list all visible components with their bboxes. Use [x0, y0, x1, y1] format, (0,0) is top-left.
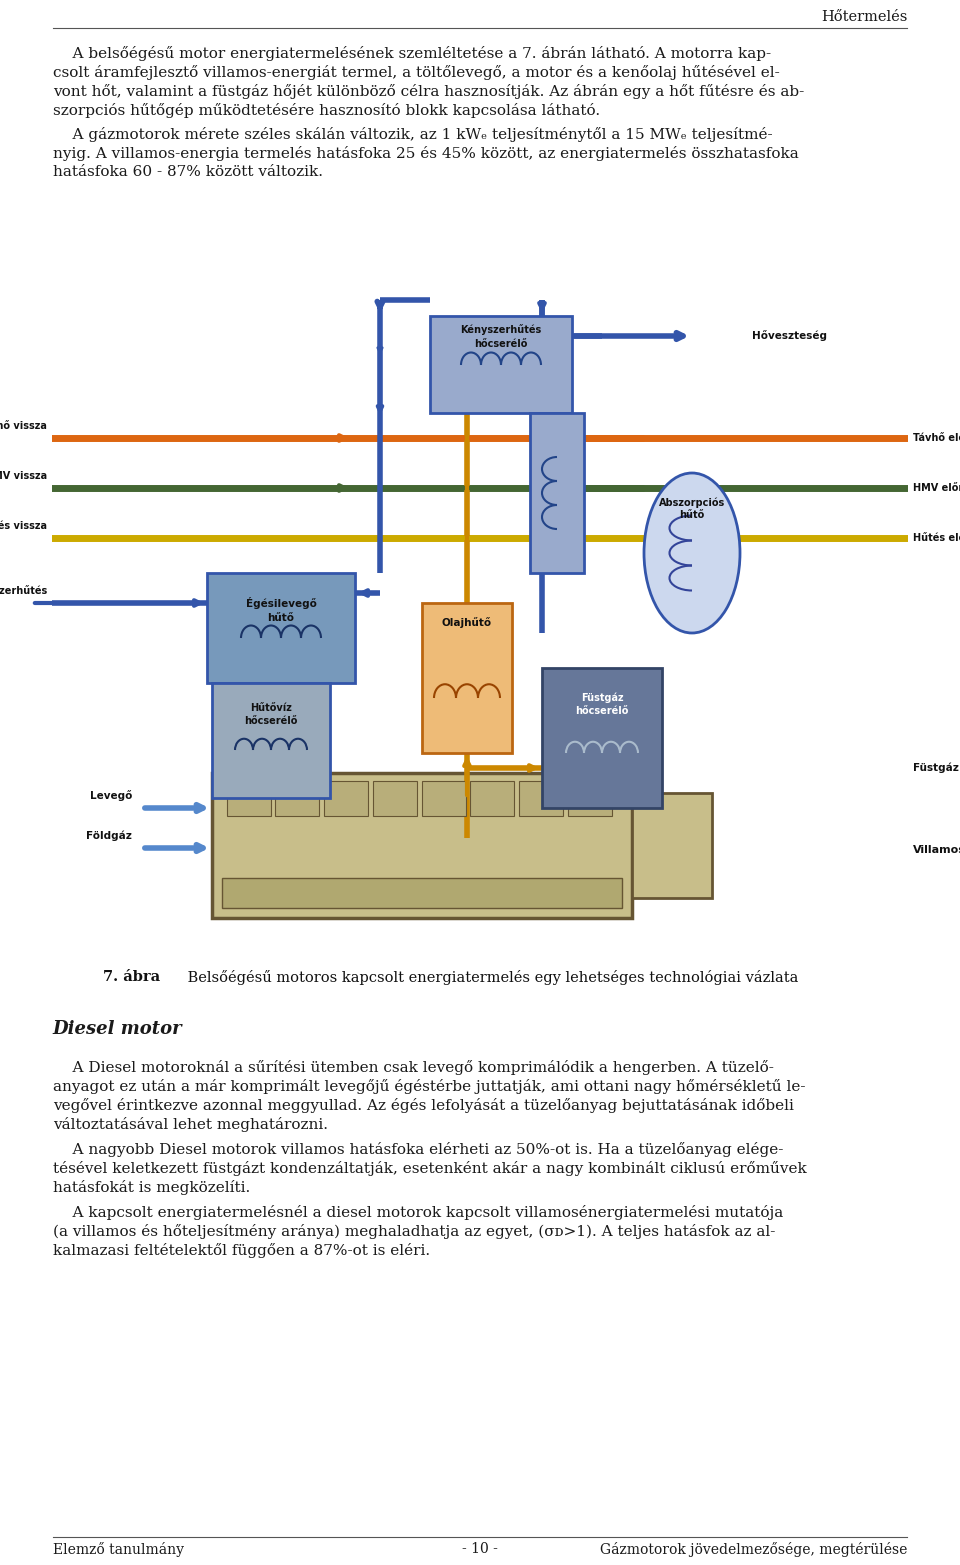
FancyBboxPatch shape [530, 413, 584, 573]
FancyBboxPatch shape [275, 781, 319, 815]
Text: Füstgáz: Füstgáz [581, 693, 623, 703]
Text: A Diesel motoroknál a sűrítési ütemben csak levegő komprimálódik a hengerben. A : A Diesel motoroknál a sűrítési ütemben c… [53, 1060, 774, 1075]
Text: Füstgáz: Füstgáz [913, 762, 959, 773]
Text: Égésilevegő: Égésilevegő [246, 596, 317, 609]
Text: vont hőt, valamint a füstgáz hőjét különböző célra hasznosítják. Az ábrán egy a : vont hőt, valamint a füstgáz hőjét külön… [53, 85, 804, 99]
Text: Hőveszteség: Hőveszteség [752, 330, 827, 341]
Text: csolt áramfejlesztő villamos-energiát termel, a töltőlevegő, a motor és a kenőol: csolt áramfejlesztő villamos-energiát te… [53, 66, 780, 80]
FancyBboxPatch shape [632, 793, 712, 898]
Text: nyig. A villamos-energia termelés hatásfoka 25 és 45% között, az energiatermelés: nyig. A villamos-energia termelés hatásf… [53, 146, 799, 161]
Text: hőcserélő: hőcserélő [474, 340, 528, 349]
FancyBboxPatch shape [324, 781, 368, 815]
Text: hűtő: hűtő [268, 613, 295, 623]
FancyBboxPatch shape [422, 781, 466, 815]
Text: hatásfokát is megközelíti.: hatásfokát is megközelíti. [53, 1180, 250, 1196]
Text: Hűtővíz: Hűtővíz [250, 703, 292, 714]
FancyBboxPatch shape [422, 603, 512, 753]
FancyBboxPatch shape [373, 781, 417, 815]
Text: 7. ábra: 7. ábra [103, 970, 160, 984]
Text: Hűtés előre (7°C): Hűtés előre (7°C) [913, 532, 960, 543]
Text: kalmazasi feltételektől függően a 87%-ot is eléri.: kalmazasi feltételektől függően a 87%-ot… [53, 1243, 430, 1258]
Text: Levegő: Levegő [89, 790, 132, 801]
Text: Diesel motor: Diesel motor [53, 1020, 182, 1038]
Text: hőcserélő: hőcserélő [575, 706, 629, 717]
Text: HMV előre (45°C): HMV előre (45°C) [913, 482, 960, 493]
Text: HMV vissza: HMV vissza [0, 471, 47, 480]
Text: A gázmotorok mérete széles skálán változik, az 1 kWₑ teljesítménytől a 15 MWₑ te: A gázmotorok mérete széles skálán változ… [53, 127, 773, 142]
FancyBboxPatch shape [222, 878, 622, 908]
FancyBboxPatch shape [207, 573, 355, 682]
Text: Kényszerhűtés: Kényszerhűtés [0, 585, 47, 596]
FancyBboxPatch shape [430, 316, 572, 413]
Text: Hűtés vissza: Hűtés vissza [0, 521, 47, 531]
FancyBboxPatch shape [212, 773, 632, 919]
FancyBboxPatch shape [470, 781, 514, 815]
Text: anyagot ez után a már komprimált levegőjű égéstérbe juttatják, ami ottani nagy h: anyagot ez után a már komprimált levegőj… [53, 1078, 805, 1094]
Text: Villamosenergia: Villamosenergia [913, 845, 960, 854]
Text: vegővel érintkezve azonnal meggyullad. Az égés lefolyását a tüzelőanyag bejuttat: vegővel érintkezve azonnal meggyullad. A… [53, 1099, 794, 1113]
FancyBboxPatch shape [542, 668, 662, 808]
Text: Gázmotorok jövedelmezősége, megtérülése: Gázmotorok jövedelmezősége, megtérülése [600, 1542, 907, 1557]
Text: (a villamos és hőteljesítmény aránya) meghaladhatja az egyet, (σᴅ>1). A teljes h: (a villamos és hőteljesítmény aránya) me… [53, 1224, 775, 1239]
Text: Elemző tanulmány: Elemző tanulmány [53, 1542, 183, 1557]
Text: Belsőégésű motoros kapcsolt energiatermelés egy lehetséges technológiai vázlata: Belsőégésű motoros kapcsolt energiaterme… [182, 970, 798, 984]
Text: Távhő előre (90°C): Távhő előre (90°C) [913, 432, 960, 443]
Text: Olajhűtő: Olajhűtő [442, 618, 492, 629]
Text: Hőtermelés: Hőtermelés [821, 9, 907, 23]
FancyBboxPatch shape [519, 781, 563, 815]
Text: változtatásával lehet meghatározni.: változtatásával lehet meghatározni. [53, 1117, 327, 1131]
FancyBboxPatch shape [227, 781, 271, 815]
Text: hatásfoka 60 - 87% között változik.: hatásfoka 60 - 87% között változik. [53, 164, 323, 178]
FancyBboxPatch shape [568, 781, 612, 815]
Text: - 10 -: - 10 - [462, 1542, 498, 1556]
Text: hűtő: hűtő [680, 510, 705, 520]
Text: hőcserélő: hőcserélő [244, 717, 298, 726]
Ellipse shape [644, 473, 740, 632]
Text: Földgáz: Földgáz [86, 831, 132, 842]
Text: Kényszerhűtés: Kényszerhűtés [461, 324, 541, 335]
Text: Távhő vissza: Távhő vissza [0, 421, 47, 430]
Text: szorpciós hűtőgép működtetésére hasznosító blokk kapcsolása látható.: szorpciós hűtőgép működtetésére hasznosí… [53, 103, 600, 117]
Text: A nagyobb Diesel motorok villamos hatásfoka elérheti az 50%-ot is. Ha a tüzelőan: A nagyobb Diesel motorok villamos hatásf… [53, 1142, 783, 1157]
Text: tésével keletkezett füstgázt kondenzáltatják, esetenként akár a nagy kombinált c: tésével keletkezett füstgázt kondenzálta… [53, 1161, 806, 1175]
Text: Abszorpciós: Abszorpciós [659, 498, 725, 509]
Text: A belsőégésű motor energiatermelésének szemléltetése a 7. ábrán látható. A motor: A belsőégésű motor energiatermelésének s… [53, 45, 771, 61]
Text: A kapcsolt energiatermelésnél a diesel motorok kapcsolt villamosénergiatermelési: A kapcsolt energiatermelésnél a diesel m… [53, 1205, 783, 1221]
FancyBboxPatch shape [212, 682, 330, 798]
